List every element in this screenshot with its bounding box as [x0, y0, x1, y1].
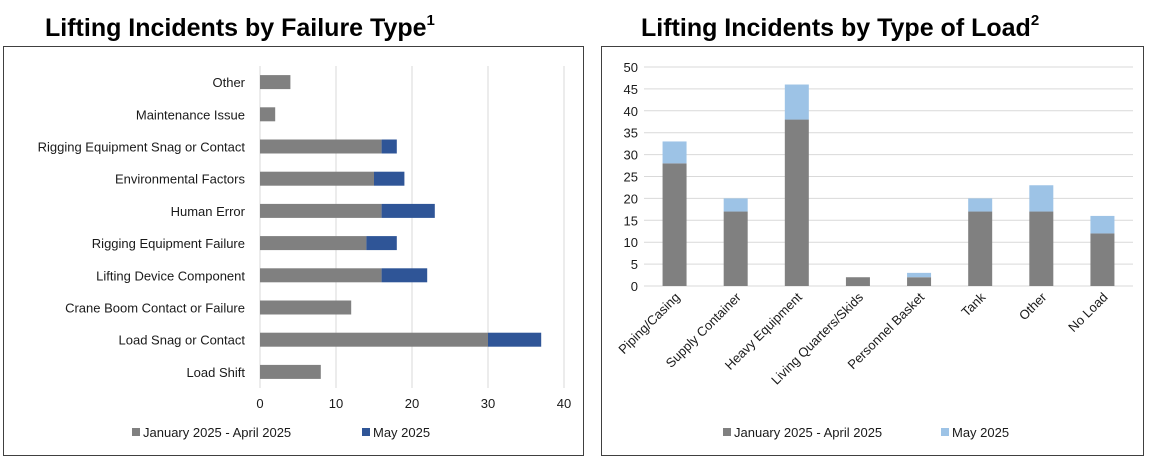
- bar-may: [1029, 185, 1054, 212]
- load-type-chart: 05101520253035404550Piping/CasingSupply …: [615, 60, 1133, 440]
- bar-may: [723, 198, 748, 212]
- x-tick-label: 30: [481, 396, 495, 411]
- category-label: No Load: [1065, 290, 1110, 335]
- footnote-marker: 2: [1030, 12, 1040, 29]
- y-tick-label: 5: [631, 257, 638, 272]
- bar-jan-apr: [260, 75, 291, 90]
- category-label: Load Shift: [186, 365, 245, 380]
- bar-jan-apr: [260, 171, 374, 186]
- bar-jan-apr: [1029, 211, 1054, 286]
- failure-type-chart: 0 10 20 30 40 Other Maintenance Issue Rigging E…: [38, 66, 571, 440]
- y-tick-label: 40: [624, 104, 638, 119]
- x-tick-label: 20: [405, 396, 419, 411]
- category-label: Maintenance Issue: [136, 107, 245, 122]
- y-tick-label: 25: [624, 170, 638, 185]
- bar-jan-apr: [260, 107, 276, 122]
- bar-may: [662, 141, 687, 164]
- legend-label: January 2025 - April 2025: [143, 425, 291, 440]
- bar-jan-apr: [845, 277, 870, 286]
- chart-panel-load-type: 0 5 10 15 20 25 30 35 40 45 50 Piping/Casing Supply …: [601, 46, 1144, 456]
- legend-swatch: [941, 428, 949, 436]
- bar-jan-apr: [260, 139, 382, 154]
- bar-may: [381, 268, 428, 283]
- bar-may: [488, 332, 542, 347]
- bar-jan-apr: [260, 268, 382, 283]
- category-label: Tank: [958, 289, 988, 319]
- category-label: Rigging Equipment Snag or Contact: [38, 140, 246, 155]
- bar-jan-apr: [1090, 233, 1115, 286]
- category-label: Lifting Device Component: [96, 268, 245, 283]
- legend-swatch: [723, 428, 731, 436]
- category-label: Piping/Casing: [615, 290, 682, 357]
- x-tick-label: 0: [256, 396, 263, 411]
- chart-title-text: Lifting Incidents by Failure Type: [45, 14, 427, 42]
- bar-jan-apr: [907, 277, 932, 286]
- legend-label: January 2025 - April 2025: [734, 425, 882, 440]
- category-label: Other: [1016, 289, 1050, 323]
- y-tick-label: 35: [624, 126, 638, 141]
- bar-may: [366, 236, 397, 251]
- x-tick-label: 10: [329, 396, 343, 411]
- y-tick-label: 20: [624, 191, 638, 206]
- y-tick-label: 10: [624, 235, 638, 250]
- bar-jan-apr: [662, 163, 687, 286]
- bar-jan-apr: [260, 236, 367, 251]
- category-label: Human Error: [171, 204, 246, 219]
- y-tick-label: 30: [624, 148, 638, 163]
- category-label: Rigging Equipment Failure: [92, 236, 245, 251]
- y-tick-label: 50: [624, 60, 638, 75]
- bar-may: [1090, 215, 1115, 234]
- chart-panel-failure-type: 0 10 20 30 40 Other Maintenance Issue Rigging E…: [3, 46, 584, 456]
- chart-title-text: Lifting Incidents by Type of Load: [641, 14, 1031, 42]
- y-tick-label: 0: [631, 279, 638, 294]
- legend-swatch: [132, 428, 140, 436]
- bar-may: [381, 139, 397, 154]
- category-label: Crane Boom Contact or Failure: [65, 301, 245, 316]
- bar-jan-apr: [260, 300, 352, 315]
- bar-may: [784, 84, 809, 120]
- legend-label: May 2025: [373, 425, 430, 440]
- y-tick-label: 45: [624, 82, 638, 97]
- category-label: Environmental Factors: [115, 172, 246, 187]
- x-tick-label: 40: [557, 396, 571, 411]
- bar-jan-apr: [723, 211, 748, 286]
- bar-jan-apr: [784, 119, 809, 286]
- chart-title-failure-type: Lifting Incidents by Failure Type1: [45, 12, 435, 43]
- category-label: Load Snag or Contact: [119, 333, 246, 348]
- y-tick-label: 15: [624, 213, 638, 228]
- category-label: Other: [212, 75, 245, 90]
- chart-title-load-type: Lifting Incidents by Type of Load2: [641, 12, 1040, 43]
- bar-jan-apr: [260, 364, 321, 379]
- bar-jan-apr: [260, 332, 488, 347]
- bar-may: [968, 198, 993, 212]
- bar-may: [907, 272, 932, 278]
- bar-may: [381, 203, 435, 218]
- bar-may: [374, 171, 405, 186]
- legend-swatch: [362, 428, 370, 436]
- footnote-marker: 1: [426, 12, 435, 29]
- bar-jan-apr: [260, 203, 382, 218]
- bar-jan-apr: [968, 211, 993, 286]
- legend-label: May 2025: [952, 425, 1009, 440]
